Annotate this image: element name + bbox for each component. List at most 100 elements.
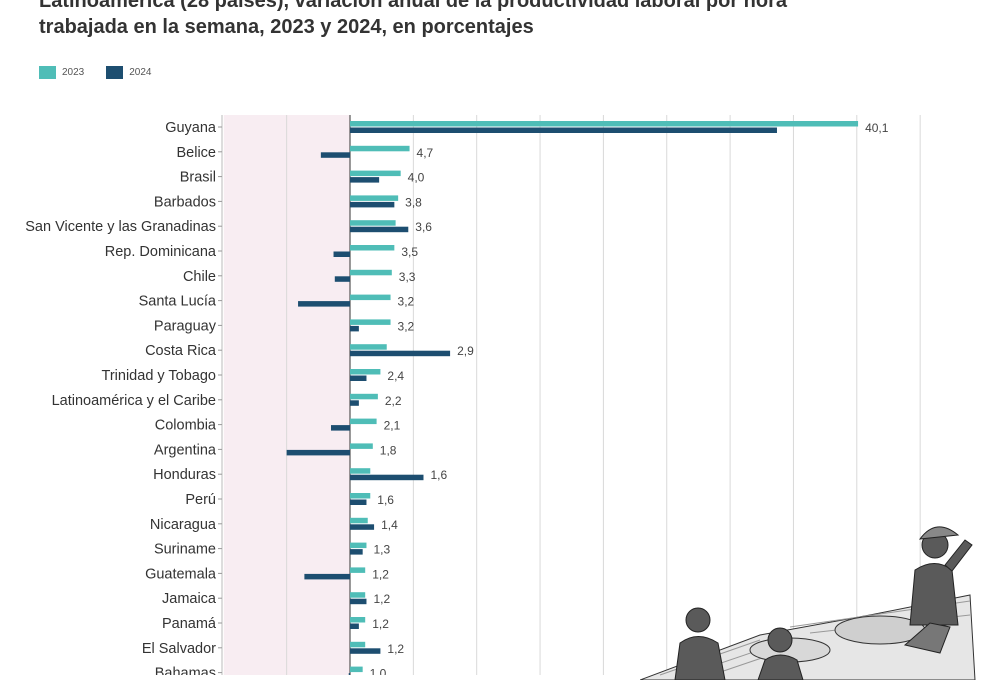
bar-2023 bbox=[350, 468, 371, 474]
chart-legend: 2023 2024 bbox=[39, 66, 152, 79]
category-label: Guatemala bbox=[145, 566, 217, 582]
category-label: Belice bbox=[177, 145, 217, 161]
data-label: 4,7 bbox=[417, 146, 434, 160]
bar-2023 bbox=[350, 493, 371, 499]
bar-2023 bbox=[350, 369, 381, 375]
bar-2024 bbox=[350, 201, 395, 208]
data-label: 1,6 bbox=[430, 468, 447, 482]
bar-2024 bbox=[298, 301, 350, 307]
data-label: 3,3 bbox=[399, 270, 416, 284]
data-label: 1,6 bbox=[377, 493, 394, 507]
category-label: Argentina bbox=[154, 442, 217, 458]
bar-2024 bbox=[348, 673, 350, 675]
bar-2023 bbox=[350, 641, 366, 648]
data-label: 1,0 bbox=[370, 667, 387, 675]
bar-2023 bbox=[350, 269, 392, 276]
bar-2023 bbox=[350, 121, 859, 127]
category-label: Rep. Dominicana bbox=[105, 244, 217, 260]
bar-2023 bbox=[350, 344, 387, 350]
data-label: 40,1 bbox=[865, 121, 889, 135]
category-label: Honduras bbox=[153, 467, 216, 483]
category-label: Costa Rica bbox=[145, 343, 217, 359]
data-label: 3,2 bbox=[398, 295, 415, 309]
legend-item-2024: 2024 bbox=[106, 66, 152, 79]
bar-2023 bbox=[350, 443, 373, 449]
bar-2024 bbox=[350, 127, 777, 133]
bar-2024 bbox=[350, 350, 451, 357]
data-label: 3,8 bbox=[405, 195, 422, 209]
bar-2024 bbox=[350, 325, 359, 332]
data-label: 1,2 bbox=[387, 642, 404, 656]
category-label: Chile bbox=[183, 269, 216, 285]
data-label: 1,2 bbox=[372, 567, 389, 581]
legend-label-2024: 2024 bbox=[129, 67, 152, 78]
bar-2023 bbox=[350, 542, 367, 549]
bar-2024 bbox=[286, 449, 350, 456]
data-label: 1,2 bbox=[372, 617, 389, 631]
category-label: Trinidad y Tobago bbox=[102, 368, 216, 384]
category-label: Guyana bbox=[165, 120, 217, 136]
data-label: 3,2 bbox=[398, 319, 415, 333]
category-label: San Vicente y las Granadinas bbox=[25, 219, 216, 235]
legend-item-2023: 2023 bbox=[39, 66, 84, 79]
bar-2024 bbox=[350, 648, 381, 654]
bar-2023 bbox=[350, 517, 368, 524]
category-label: Santa Lucía bbox=[139, 294, 217, 310]
bar-2024 bbox=[350, 177, 380, 183]
bar-2024 bbox=[350, 549, 363, 555]
category-label: Nicaragua bbox=[150, 517, 217, 533]
data-label: 1,2 bbox=[373, 592, 390, 606]
bar-2023 bbox=[350, 220, 396, 226]
bar-2024 bbox=[350, 598, 367, 605]
bar-2023 bbox=[350, 617, 366, 623]
data-label: 2,1 bbox=[384, 419, 401, 433]
bar-2024 bbox=[350, 400, 359, 406]
category-label: Suriname bbox=[154, 542, 216, 558]
category-label: El Salvador bbox=[142, 641, 216, 657]
bar-2023 bbox=[350, 319, 391, 325]
category-label: Barbados bbox=[154, 194, 216, 210]
data-label: 1,3 bbox=[373, 543, 390, 557]
data-label: 1,8 bbox=[380, 443, 397, 457]
chart-title: Latinoamérica (28 países), variación anu… bbox=[39, 0, 939, 40]
bar-2024 bbox=[350, 375, 367, 381]
bar-2024 bbox=[350, 499, 367, 505]
bar-2023 bbox=[350, 245, 395, 251]
category-label: Bahamas bbox=[155, 666, 216, 675]
category-label: Perú bbox=[185, 492, 216, 508]
data-label: 2,2 bbox=[385, 394, 402, 408]
category-label: Paraguay bbox=[154, 318, 217, 334]
category-label: Colombia bbox=[155, 418, 217, 434]
bar-2023 bbox=[350, 195, 399, 201]
bar-2023 bbox=[350, 170, 401, 177]
bar-2024 bbox=[350, 623, 359, 629]
category-label: Panamá bbox=[162, 616, 217, 632]
data-label: 2,4 bbox=[387, 369, 404, 383]
data-label: 2,9 bbox=[457, 344, 474, 358]
data-label: 3,5 bbox=[401, 245, 418, 259]
bar-2024 bbox=[350, 524, 375, 530]
bar-2023 bbox=[350, 418, 377, 425]
bar-2024 bbox=[320, 152, 350, 158]
bar-2023 bbox=[350, 567, 366, 573]
data-label: 1,4 bbox=[381, 518, 398, 532]
data-label: 3,6 bbox=[415, 220, 432, 234]
bar-2023 bbox=[350, 145, 410, 152]
bar-2023 bbox=[350, 294, 391, 301]
chart-title-line-2: trabajada en la semana, 2023 y 2024, en … bbox=[39, 16, 534, 38]
bar-2024 bbox=[350, 474, 424, 481]
bar-2023 bbox=[350, 592, 366, 598]
bar-2023 bbox=[350, 666, 363, 673]
category-label: Latinoamérica y el Caribe bbox=[52, 393, 216, 409]
legend-label-2023: 2023 bbox=[62, 67, 85, 78]
category-label: Brasil bbox=[180, 170, 216, 186]
bar-2024 bbox=[350, 226, 409, 233]
category-label: Jamaica bbox=[162, 591, 217, 607]
workers-illustration bbox=[640, 526, 976, 680]
bar-2024 bbox=[334, 276, 350, 282]
chart-title-line-1: Latinoamérica (28 países), variación anu… bbox=[39, 0, 787, 12]
bar-2024 bbox=[333, 251, 350, 257]
bar-2024 bbox=[330, 425, 350, 431]
data-label: 4,0 bbox=[408, 171, 425, 185]
